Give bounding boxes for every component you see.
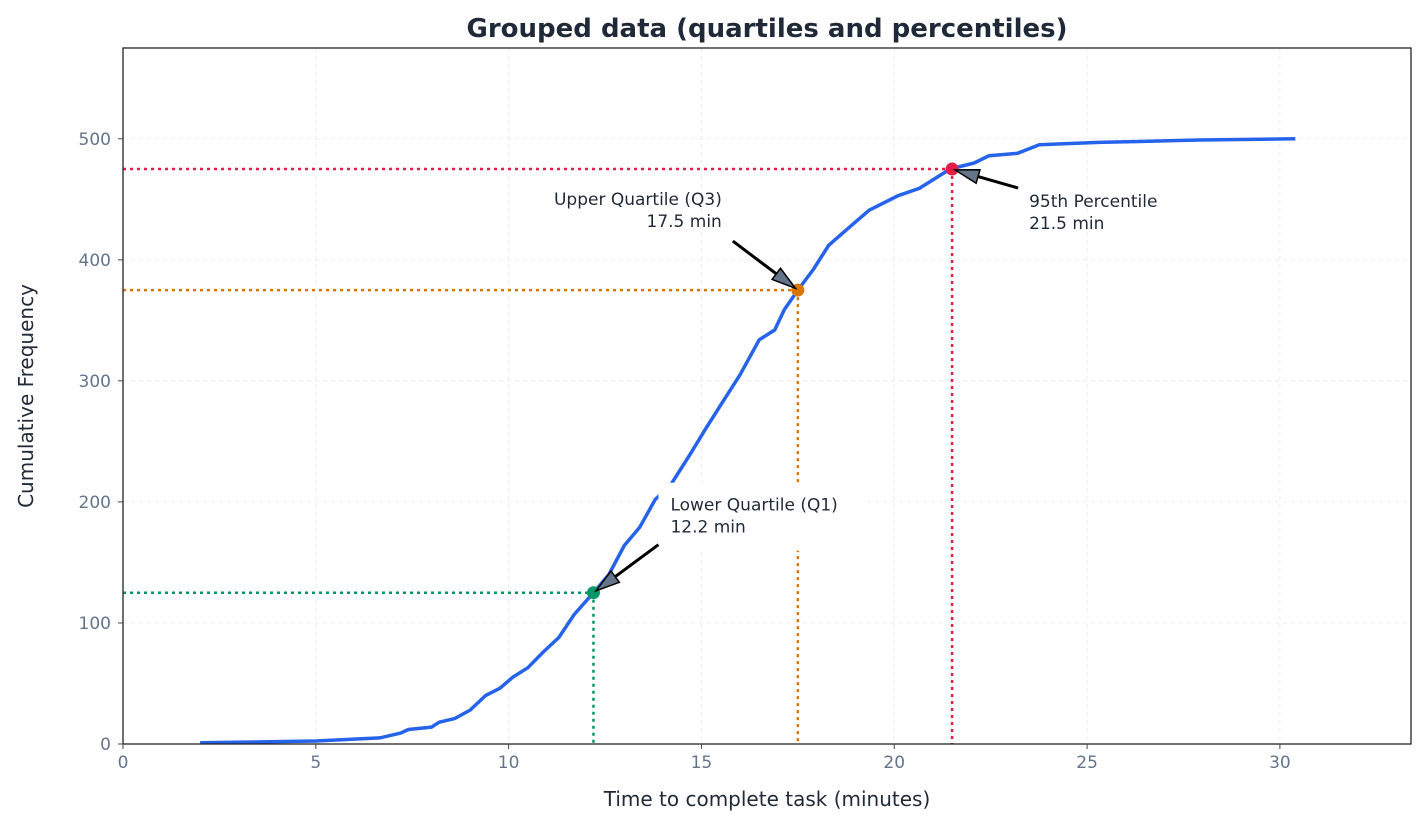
y-tick-label: 300 xyxy=(79,372,111,392)
annotation-arrow-shaft xyxy=(977,175,1019,190)
y-axis-label: Cumulative Frequency xyxy=(14,284,38,508)
annotation-arrow-shaft xyxy=(731,239,778,276)
chart-title: Grouped data (quartiles and percentiles) xyxy=(467,14,1068,44)
x-tick-label: 15 xyxy=(691,753,713,773)
cumulative-frequency-curve xyxy=(200,137,1296,745)
y-tick-label: 0 xyxy=(100,735,111,755)
annotation-value: 21.5 min xyxy=(1029,214,1104,234)
annotation-value: 12.2 min xyxy=(670,518,745,538)
x-tick-label: 20 xyxy=(883,753,905,773)
x-tick-label: 10 xyxy=(498,753,520,773)
x-tick-label: 30 xyxy=(1269,753,1291,773)
y-tick-label: 100 xyxy=(79,614,111,634)
grid xyxy=(122,48,1411,745)
x-tick-label: 5 xyxy=(310,753,321,773)
y-tick-label: 400 xyxy=(79,251,111,271)
annotation-arrow-head xyxy=(952,169,981,185)
marker-point xyxy=(945,162,959,176)
annotation-label: Upper Quartile (Q3) xyxy=(554,190,722,210)
y-tick-label: 200 xyxy=(79,493,111,513)
x-tick-label: 0 xyxy=(118,753,129,773)
x-axis-label: Time to complete task (minutes) xyxy=(603,787,931,811)
annotation-background xyxy=(658,482,864,551)
annotation-arrow-head xyxy=(770,266,798,290)
annotation-label: Lower Quartile (Q1) xyxy=(670,496,837,516)
annotations: Lower Quartile (Q1)12.2 min Upper Quartil… xyxy=(554,162,1157,600)
plot-frame xyxy=(122,47,1412,745)
annotation-label: 95th Percentile xyxy=(1029,192,1157,212)
x-tick-label: 25 xyxy=(1076,753,1098,773)
annotation-arrow-head xyxy=(593,569,621,593)
annotation-arrow-shaft xyxy=(614,543,660,578)
annotation-value: 17.5 min xyxy=(647,212,722,232)
y-tick-label: 500 xyxy=(79,130,111,150)
